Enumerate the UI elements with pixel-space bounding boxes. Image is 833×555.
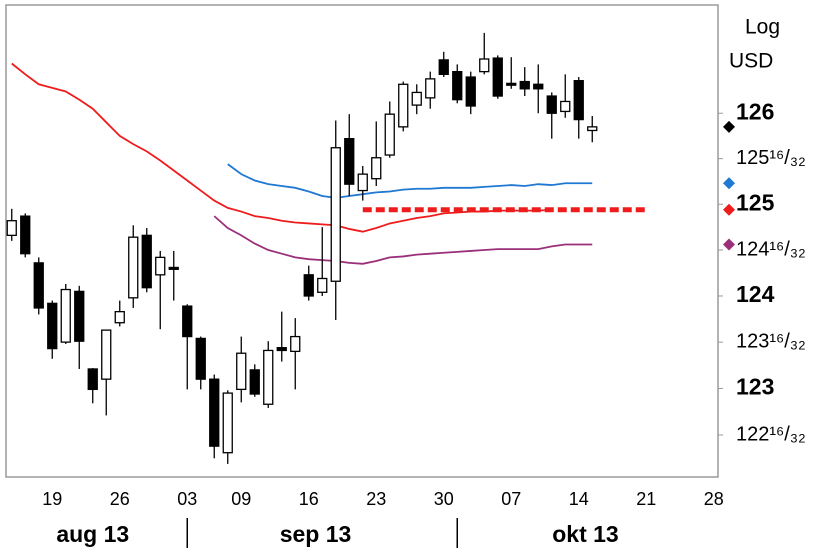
y-tick-label: 123¹⁶/₃₂: [736, 330, 806, 352]
x-tick-label: 14: [569, 489, 589, 509]
x-tick-label: 28: [704, 489, 724, 509]
candle-body: [47, 302, 58, 350]
value-marker: [723, 177, 735, 190]
candle-body: [425, 78, 436, 99]
y-tick-label: 124¹⁶/₃₂: [736, 238, 806, 260]
y-tick-label: 123: [736, 374, 774, 400]
candle-body: [465, 76, 476, 107]
month-label: sep 13: [280, 521, 352, 547]
candle-body: [276, 347, 287, 352]
plot-frame: [5, 4, 719, 478]
candle-body: [479, 58, 490, 73]
candle-body: [87, 368, 98, 391]
candle-body: [101, 329, 112, 380]
candle-body: [155, 256, 166, 276]
candle-body: [573, 80, 584, 121]
candle-body: [303, 274, 314, 297]
value-marker: [723, 238, 735, 251]
value-marker: [723, 120, 735, 133]
candle-body: [236, 352, 247, 391]
candle-body: [398, 83, 409, 128]
candle-body: [114, 310, 125, 324]
candle-body: [438, 59, 449, 75]
candle-body: [128, 236, 139, 299]
y-tick-label: 125¹⁶/₃₂: [736, 147, 806, 169]
x-tick-label: 09: [231, 489, 251, 509]
candle-body: [357, 173, 368, 192]
candle-body: [249, 369, 260, 395]
candle-body: [452, 70, 463, 101]
candle-body: [74, 290, 85, 342]
candle-body: [195, 337, 206, 380]
x-tick-label: 16: [299, 489, 319, 509]
candle-body: [209, 378, 220, 447]
candle-body: [330, 147, 341, 282]
candle-body: [384, 113, 395, 156]
candle-body: [290, 335, 301, 353]
candle-body: [533, 83, 544, 90]
y-tick-label: 126: [736, 98, 774, 124]
x-tick-label: 30: [434, 489, 454, 509]
candle-body: [506, 82, 517, 86]
candle-body: [20, 215, 31, 255]
average-line: [213, 215, 593, 265]
x-tick-label: 19: [42, 489, 62, 509]
candle-body: [560, 100, 571, 113]
x-tick-label: 26: [110, 489, 130, 509]
month-label: okt 13: [552, 521, 618, 547]
x-tick-label: 21: [636, 489, 656, 509]
candle-body: [519, 80, 530, 90]
candle-body: [317, 277, 328, 293]
candle-body: [587, 126, 598, 132]
candle-body: [411, 91, 422, 106]
candle-body: [263, 349, 274, 405]
candle-body: [222, 392, 233, 454]
x-tick-label: 23: [366, 489, 386, 509]
candle-body: [60, 288, 71, 343]
candle-body: [141, 234, 152, 289]
candle-body: [492, 57, 503, 97]
candle-body: [546, 95, 557, 114]
y-axis-title: USD: [729, 50, 773, 73]
y-tick-label: 124: [736, 281, 775, 307]
candle-body: [182, 305, 193, 338]
candle-body: [33, 262, 44, 309]
y-tick-label: 122¹⁶/₃₂: [736, 423, 806, 445]
x-tick-label: 03: [177, 489, 197, 509]
candle-body: [344, 138, 355, 185]
candle-body: [371, 157, 382, 180]
month-label: aug 13: [56, 521, 129, 547]
candle-body: [168, 266, 179, 270]
y-tick-label: 125: [736, 189, 775, 215]
candle-body: [6, 220, 17, 237]
value-marker: [723, 203, 735, 216]
average-line: [227, 163, 593, 199]
y-axis-title: Log: [745, 16, 780, 39]
x-tick-label: 07: [501, 489, 521, 509]
